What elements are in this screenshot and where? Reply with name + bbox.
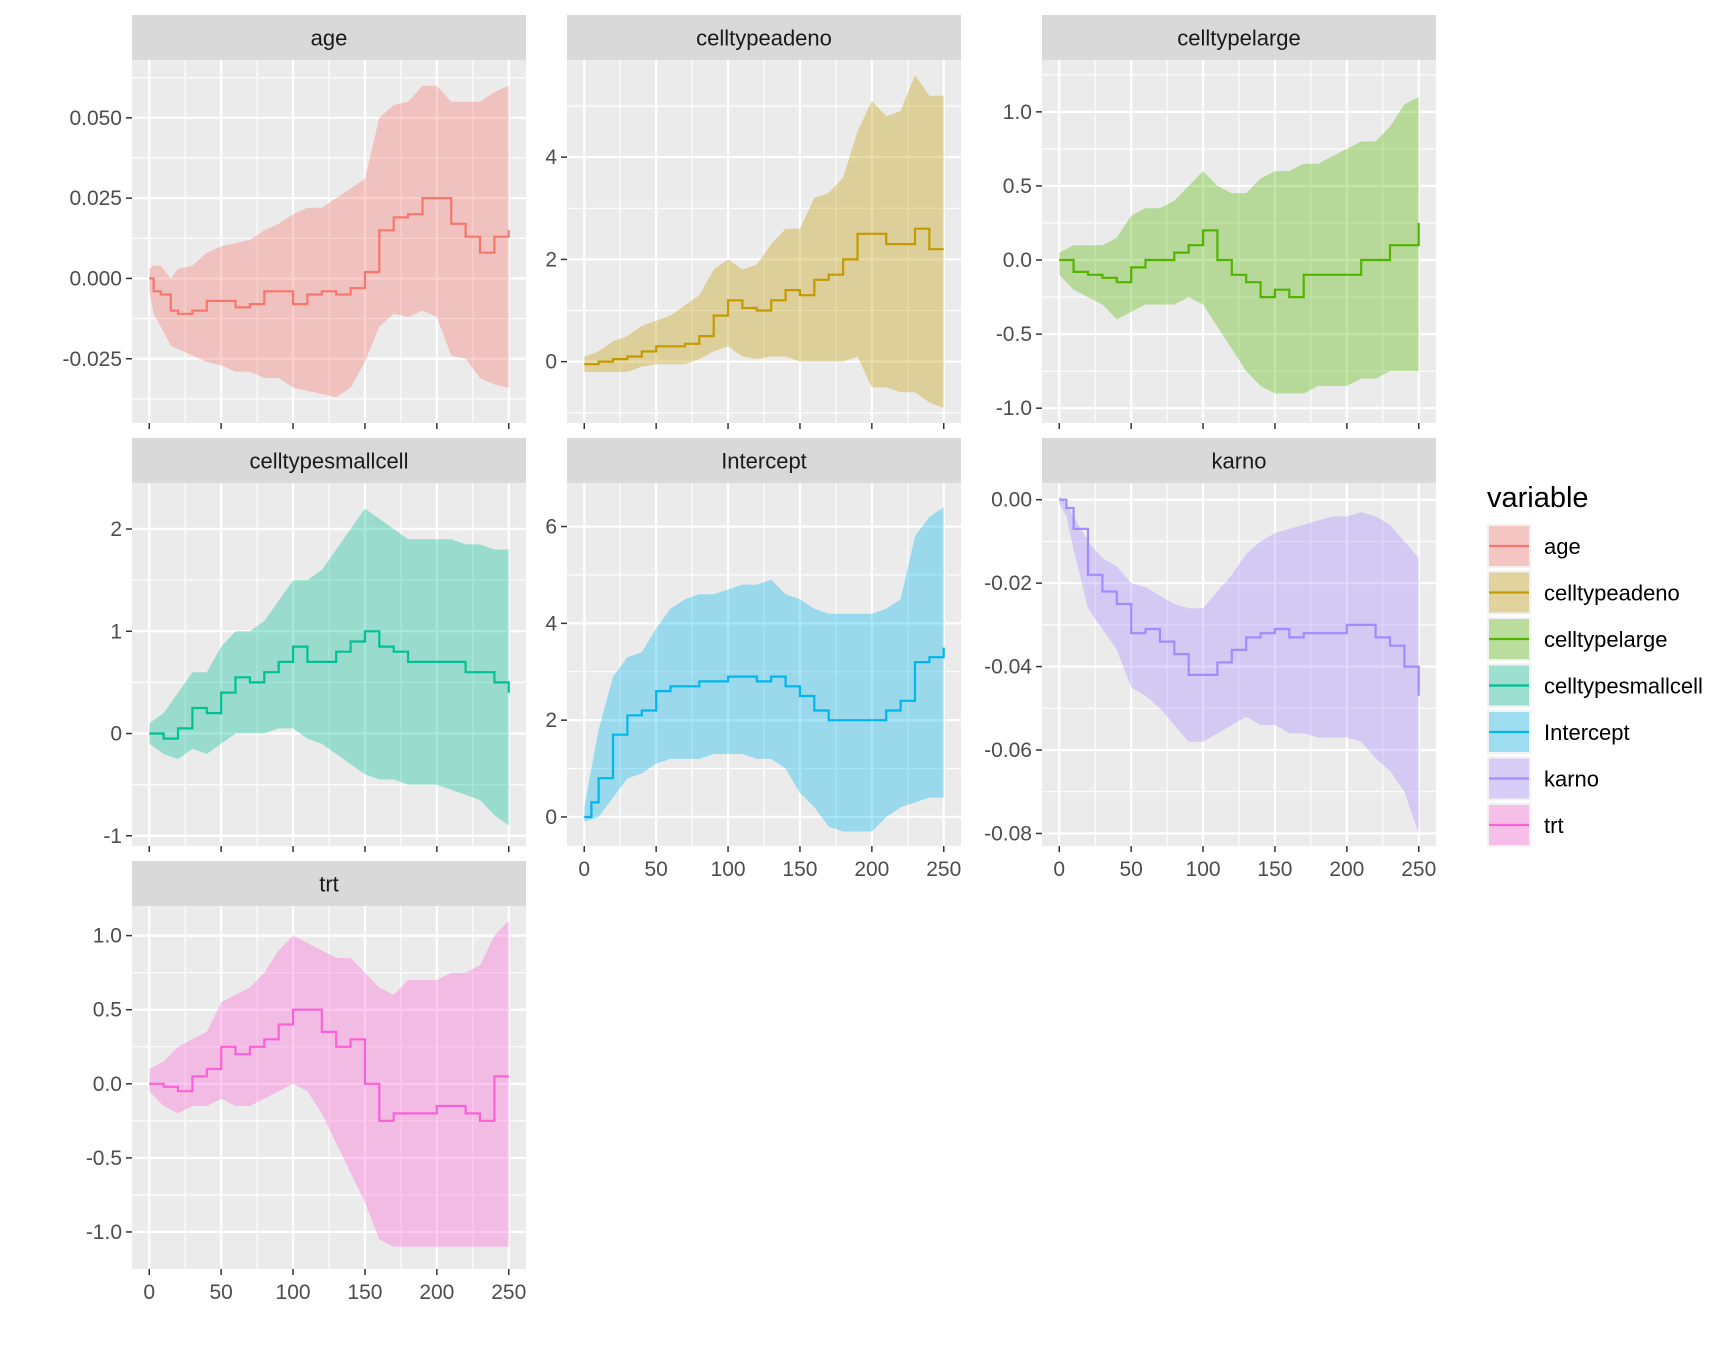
y-tick-label: 2	[545, 248, 557, 271]
x-tick-label: 100	[711, 858, 746, 881]
series-line	[584, 647, 945, 819]
panel-4: celltypesmallcell -1 0 1 2	[103, 438, 526, 852]
x-tick-label: 150	[347, 1281, 382, 1304]
y-tick-label: 0.050	[69, 107, 122, 130]
x-tick-label: 150	[1257, 858, 1292, 881]
y-tick-label: -1.0	[86, 1221, 122, 1244]
y-tick-label: -1	[103, 825, 122, 848]
panel-1: age -0.025 0.000 0.025 0.050	[62, 15, 526, 429]
legend-label: trt	[1544, 813, 1564, 838]
panel-strip	[132, 438, 526, 483]
y-tick-label: 2	[110, 518, 122, 541]
panel-strip	[1042, 438, 1436, 483]
panel-title: Intercept	[721, 449, 807, 474]
legend-label: celltypeadeno	[1544, 581, 1680, 606]
legend-label: celltypesmallcell	[1544, 674, 1703, 699]
legend-label: age	[1544, 534, 1581, 559]
x-tick-label: 200	[419, 1281, 454, 1304]
x-tick-label: 100	[1186, 858, 1221, 881]
x-tick-label: 150	[782, 858, 817, 881]
y-tick-label: -0.08	[984, 822, 1032, 845]
confidence-band	[1059, 97, 1419, 394]
x-tick-label: 0	[578, 858, 590, 881]
panel-5: Intercept 0 2 4 6 0 50 100 150 200 250	[545, 438, 961, 881]
panel-strip	[567, 438, 961, 483]
legend-title: variable	[1487, 482, 1589, 514]
confidence-band	[149, 508, 509, 826]
y-tick-label: 0.000	[69, 267, 122, 290]
legend-label: Intercept	[1544, 720, 1630, 745]
panel-strip	[1042, 15, 1436, 60]
y-tick-label: 0	[110, 723, 122, 746]
confidence-band	[584, 507, 944, 832]
y-tick-label: 0.5	[93, 999, 122, 1022]
y-tick-label: 0.0	[1003, 249, 1032, 272]
y-tick-label: -0.5	[86, 1147, 122, 1170]
y-tick-label: 0.00	[991, 489, 1032, 512]
y-tick-label: 0.025	[69, 187, 122, 210]
y-tick-label: 2	[545, 709, 557, 732]
x-tick-label: 50	[209, 1281, 232, 1304]
x-tick-label: 200	[1329, 858, 1364, 881]
panel-7: trt -1.0 -0.5 0.0 0.5 1.0 0 50 100 150 200 250	[86, 861, 526, 1304]
y-tick-label: -0.06	[984, 739, 1032, 762]
series-line	[149, 1008, 509, 1122]
series-line	[149, 197, 510, 315]
y-tick-label: 4	[545, 612, 557, 635]
legend-label: celltypelarge	[1544, 627, 1668, 652]
x-tick-label: 50	[1119, 858, 1142, 881]
x-tick-label: 250	[491, 1281, 526, 1304]
y-tick-label: 1.0	[1003, 101, 1032, 124]
x-tick-label: 50	[644, 858, 667, 881]
y-tick-label: 4	[545, 146, 557, 169]
confidence-band	[149, 920, 509, 1247]
x-tick-label: 100	[276, 1281, 311, 1304]
y-tick-label: 0	[545, 806, 557, 829]
y-tick-label: 0.0	[93, 1073, 122, 1096]
legend: variable age celltypeadeno celltypelarge cel…	[1487, 482, 1703, 847]
confidence-band	[584, 75, 944, 408]
panel-title: celltypesmallcell	[250, 449, 409, 474]
x-tick-label: 250	[1401, 858, 1436, 881]
panel-title: celltypelarge	[1177, 26, 1301, 51]
panel-3: celltypelarge -1.0 -0.5 0.0 0.5 1.0	[996, 15, 1436, 429]
confidence-band	[1059, 495, 1419, 834]
panel-strip	[132, 15, 526, 60]
series-line	[584, 227, 944, 366]
x-tick-label: 0	[143, 1281, 155, 1304]
confidence-band	[149, 85, 509, 398]
panel-title: karno	[1211, 449, 1266, 474]
panel-strip	[567, 15, 961, 60]
legend-label: karno	[1544, 767, 1599, 792]
x-tick-label: 250	[926, 858, 961, 881]
panel-title: trt	[319, 872, 339, 897]
panel-title: age	[311, 26, 348, 51]
y-tick-label: 1.0	[93, 925, 122, 948]
series-line	[149, 630, 510, 740]
panel-6: karno -0.08 -0.06 -0.04 -0.02 0.00 0 50 100 150 20…	[984, 438, 1436, 881]
y-tick-label: 0	[545, 351, 557, 374]
panel-title: celltypeadeno	[696, 26, 832, 51]
y-tick-label: -1.0	[996, 397, 1032, 420]
y-tick-label: -0.5	[996, 323, 1032, 346]
y-tick-label: -0.025	[62, 348, 122, 371]
panel-strip	[132, 861, 526, 906]
panel-2: celltypeadeno 0 2 4	[545, 15, 961, 429]
y-tick-label: 0.5	[1003, 175, 1032, 198]
y-tick-label: 6	[545, 516, 557, 539]
series-line	[1059, 498, 1420, 696]
y-tick-label: 1	[110, 620, 122, 643]
series-line	[1059, 223, 1420, 299]
y-tick-label: -0.02	[984, 572, 1032, 595]
x-tick-label: 0	[1053, 858, 1065, 881]
y-tick-label: -0.04	[984, 656, 1032, 679]
x-tick-label: 200	[854, 858, 889, 881]
